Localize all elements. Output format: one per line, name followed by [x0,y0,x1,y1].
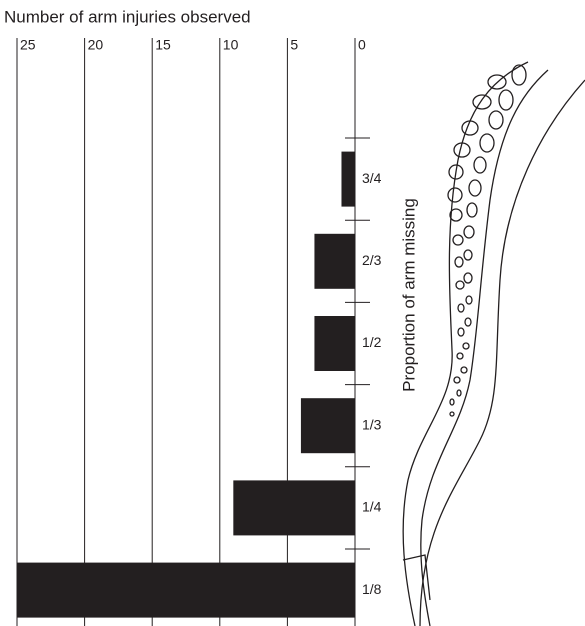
arm-illustration [403,62,585,626]
chart: Number of arm injuries observed Proporti… [0,0,585,626]
bar [341,152,355,207]
x-tick-label: 10 [223,37,239,53]
y-axis-label: Proportion of arm missing [399,198,418,392]
bar [314,234,355,289]
x-tick-label: 20 [88,37,104,53]
y-tick-label: 3/4 [362,170,382,186]
x-tick-label: 25 [20,37,36,53]
y-tick-label: 2/3 [362,252,382,268]
bar [233,480,355,535]
bar [314,316,355,371]
chart-title: Number of arm injuries observed [4,7,251,26]
y-tick-label: 1/3 [362,416,382,432]
y-tick-label: 1/8 [362,581,382,597]
y-tick-label: 1/4 [362,499,382,515]
y-tick-label: 1/2 [362,334,382,350]
x-tick-label: 5 [290,37,298,53]
x-tick-label: 15 [155,37,171,53]
x-tick-label: 0 [358,37,366,53]
bar [301,398,355,453]
bar [17,563,355,618]
